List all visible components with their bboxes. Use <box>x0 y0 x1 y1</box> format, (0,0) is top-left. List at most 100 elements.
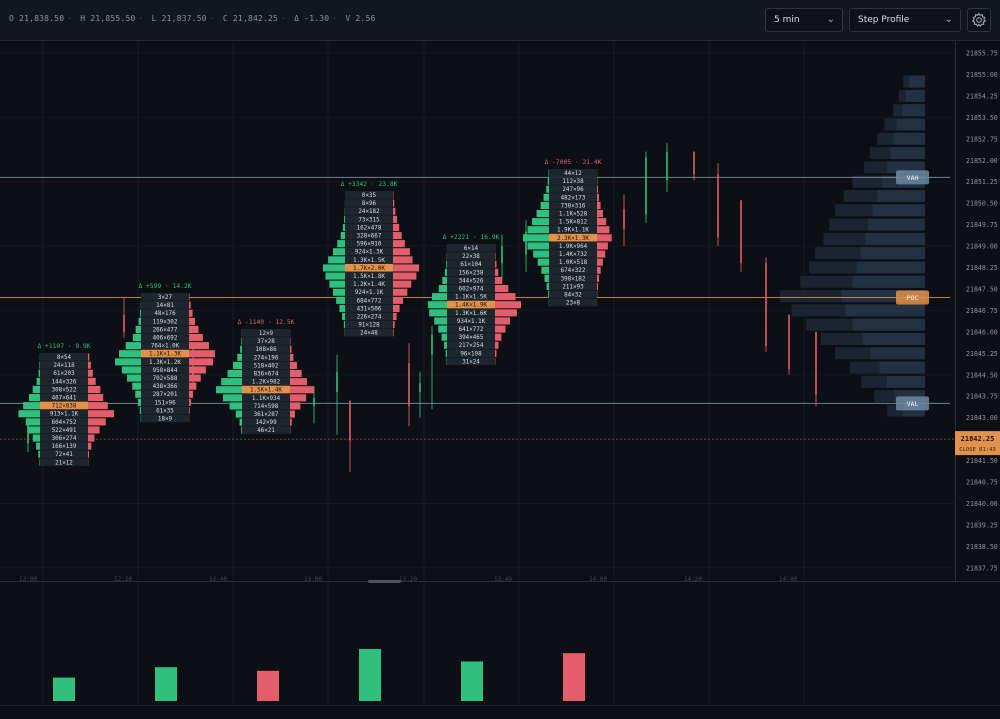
sell-volume-bar <box>88 353 90 361</box>
footprint-bar[interactable]: Δ +3342 · 23.8K 0×35 8×96 24×182 73×315 162×4… <box>322 181 419 337</box>
footprint-bar[interactable]: Δ +2221 · 16.9K 6×14 22×38 61×104 156×238 344… <box>427 234 521 366</box>
footprint-cell-text: 1.3K×1.5K <box>353 258 385 264</box>
buy-volume-bar <box>222 394 242 402</box>
footprint-cell-text: 22×38 <box>462 254 480 260</box>
buy-volume-bar <box>38 450 40 458</box>
buy-volume-bar <box>233 361 242 369</box>
profile-mode-select[interactable]: Step Profile ⌄ <box>849 8 961 32</box>
candle-body <box>419 383 421 392</box>
sell-volume-bar <box>393 223 400 231</box>
footprint-cell <box>447 341 495 349</box>
footprint-cell <box>549 282 597 291</box>
sell-volume-bar <box>393 207 396 215</box>
footprint-cell-text: 6×14 <box>464 246 479 252</box>
buy-volume-bar <box>121 366 141 374</box>
delta-label: Δ +2221 · 16.9K <box>443 234 500 241</box>
candle-body <box>336 371 338 392</box>
footprint-cell <box>242 361 290 370</box>
close-value: 21,842.25 <box>232 14 279 23</box>
sell-volume-bar <box>290 418 292 426</box>
time-tick-label: 14:00 <box>589 576 607 583</box>
buy-volume-bar <box>429 309 447 317</box>
sell-volume-bar <box>189 334 203 342</box>
time-tick-label: 13:00 <box>304 576 322 583</box>
profile-bar-sell <box>887 161 925 174</box>
value-area-levels: VAH POC VAL <box>0 170 955 440</box>
sell-volume-bar <box>495 317 511 325</box>
delta-label: Δ -7005 · 21.4K <box>545 159 602 166</box>
sell-volume-bar <box>495 333 502 341</box>
sell-volume-bar <box>393 272 417 280</box>
footprint-bar[interactable]: Δ -1140 · 12.5K 12×9 37×28 108×86 274×196 518… <box>216 319 315 434</box>
poc-cell <box>345 263 393 272</box>
footprint-cell-text: 934×1.1K <box>457 319 486 325</box>
profile-bar-sell <box>890 147 925 160</box>
volume-bar <box>155 667 177 701</box>
footprint-cell-text: 406×692 <box>153 336 178 342</box>
footprint-bar[interactable]: Δ +599 · 14.2K 3×27 14×81 48×176 119×302 266×… <box>115 283 215 423</box>
footprint-cell-text: 924×1.3K <box>355 250 384 256</box>
footprint-cell-text: 31×24 <box>462 359 480 365</box>
top-toolbar: O 21,838.50 · H 21,855.50 · L 21,837.50 · C… <box>0 0 1000 41</box>
buy-volume-bar <box>544 274 549 282</box>
footprint-cell <box>242 337 290 345</box>
profile-bar-sell <box>852 318 925 331</box>
profile-bar-sell <box>877 190 925 202</box>
footprint-cell <box>447 357 495 366</box>
footprint-cell-text: 73×315 <box>358 217 380 223</box>
time-tick-label: 13:40 <box>494 576 512 583</box>
volume-bar <box>53 677 75 701</box>
buy-volume-bar <box>227 370 242 378</box>
price-tick-label: 21840.75 <box>966 479 998 487</box>
sell-volume-bar <box>189 358 213 366</box>
profile-bar-sell <box>902 104 925 117</box>
footprint-cell <box>345 239 393 248</box>
sell-volume-bar <box>88 402 108 410</box>
footprint-clusters: Δ +1107 · 9.9K 8×54 24×118 61×203 144×326 308… <box>18 159 612 466</box>
footprint-cell <box>141 390 189 398</box>
sell-volume-bar <box>495 293 516 301</box>
open-label: O <box>9 14 15 23</box>
candle-body <box>693 151 695 175</box>
candle-body <box>525 231 527 255</box>
sell-volume-bar <box>597 250 606 258</box>
buy-volume-bar <box>138 317 141 325</box>
price-tick-label: 21845.25 <box>966 350 998 358</box>
footprint-cell-text: 1.1K×1.5K <box>455 295 487 301</box>
sell-volume-bar <box>495 325 506 333</box>
high-value: 21,855.50 <box>90 14 136 23</box>
footprint-cell-text: 142×99 <box>255 420 277 426</box>
chart-area[interactable]: VAH POC VAL Δ +1107 · 9.9K 8×54 24×118 61×203… <box>0 41 1000 719</box>
footprint-cell <box>345 312 393 321</box>
footprint-cell-text: 24×118 <box>53 363 75 369</box>
footprint-cell-text: 596×910 <box>357 242 382 248</box>
sell-volume-bar <box>290 378 308 386</box>
scroll-handle[interactable] <box>368 580 401 583</box>
footprint-bar[interactable]: Δ +1107 · 9.9K 8×54 24×118 61×203 144×326 308… <box>18 343 114 466</box>
volume-label: V <box>345 14 351 23</box>
footprint-cell <box>40 369 88 377</box>
sell-volume-bar <box>189 301 191 309</box>
sell-volume-bar <box>597 242 608 250</box>
interval-select[interactable]: 5 min ⌄ <box>765 8 843 32</box>
price-tick-label: 21841.50 <box>966 457 998 465</box>
buy-volume-bar <box>434 317 447 325</box>
footprint-cell <box>447 292 495 301</box>
buy-volume-bar <box>540 201 549 209</box>
footprint-cell <box>242 345 290 353</box>
buy-volume-bar <box>240 345 242 353</box>
buy-volume-bar <box>241 426 242 434</box>
footprint-bar[interactable]: Δ -7005 · 21.4K 44×12 112×38 247×96 482×173 7… <box>523 159 612 307</box>
buy-volume-bar <box>235 410 242 418</box>
footprint-cell <box>40 393 88 402</box>
footprint-cell <box>40 442 88 450</box>
buy-volume-bar <box>342 223 345 231</box>
price-tick-label: 21838.50 <box>966 543 998 551</box>
price-tick-label: 21839.25 <box>966 521 998 529</box>
settings-button[interactable] <box>967 8 991 32</box>
sell-volume-bar <box>495 309 517 317</box>
interval-value: 5 min <box>774 15 800 25</box>
profile-bar-sell <box>865 232 925 245</box>
sell-volume-bar <box>88 450 89 458</box>
sell-volume-bar <box>88 369 93 377</box>
